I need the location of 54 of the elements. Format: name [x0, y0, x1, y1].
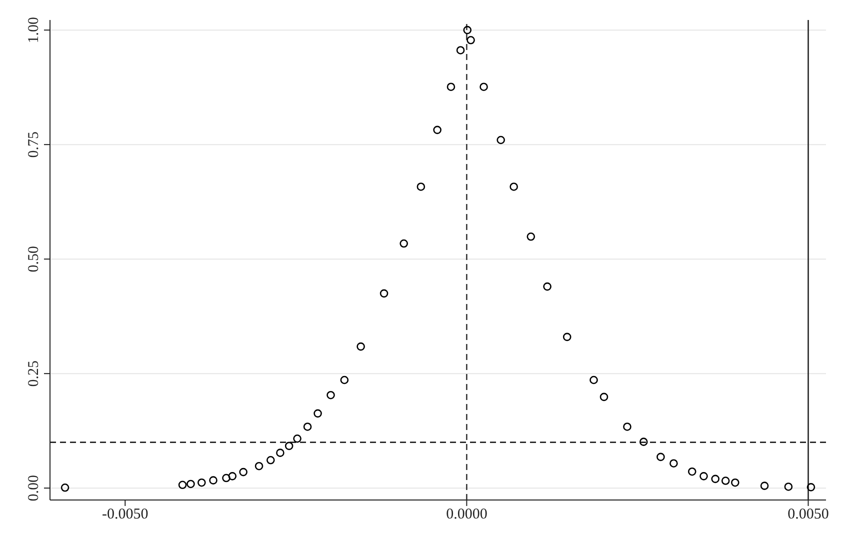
point — [239, 468, 248, 476]
point — [480, 82, 488, 92]
point — [456, 46, 465, 54]
point — [228, 472, 237, 480]
point — [543, 282, 552, 291]
point — [590, 376, 598, 384]
point — [303, 422, 312, 431]
point — [178, 480, 187, 490]
point — [510, 182, 518, 191]
point — [463, 26, 472, 34]
point — [688, 467, 696, 476]
point — [670, 459, 678, 468]
point — [222, 474, 230, 482]
point — [639, 438, 648, 446]
point — [209, 476, 218, 484]
point — [731, 478, 740, 487]
point — [562, 332, 572, 342]
point — [186, 480, 195, 488]
y-tick-label: 1.00 — [26, 16, 42, 44]
point — [356, 342, 365, 351]
x-tick-label: 0.0050 — [788, 506, 829, 523]
point — [600, 392, 608, 402]
point — [293, 434, 302, 443]
point — [326, 390, 335, 400]
point — [340, 376, 349, 384]
y-tick-label: 0.00 — [26, 474, 42, 502]
y-tick-label: 0.50 — [26, 246, 42, 272]
point — [721, 476, 730, 485]
point — [276, 448, 284, 457]
point — [380, 289, 388, 298]
point — [806, 483, 816, 492]
y-tick-label: 0.25 — [26, 360, 42, 387]
point — [254, 462, 264, 470]
point — [266, 456, 275, 464]
y-tick-label: 0.75 — [26, 131, 42, 158]
point — [784, 482, 793, 491]
point — [400, 239, 408, 248]
point — [466, 36, 475, 44]
point — [700, 472, 708, 480]
point — [656, 452, 665, 462]
point — [433, 126, 442, 134]
point — [760, 482, 769, 490]
point — [60, 483, 70, 492]
x-tick-label: -0.0050 — [102, 506, 148, 523]
point — [314, 409, 322, 418]
point — [526, 232, 536, 241]
point — [711, 474, 720, 484]
point — [416, 182, 426, 191]
point — [284, 442, 294, 450]
x-tick-label: 0.0000 — [446, 506, 488, 523]
point — [446, 82, 456, 92]
point — [623, 422, 632, 431]
point — [496, 136, 505, 144]
point — [198, 478, 206, 487]
